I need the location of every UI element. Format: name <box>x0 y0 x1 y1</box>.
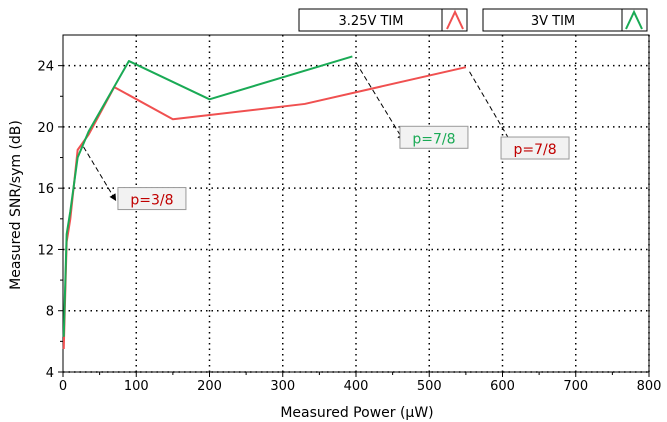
annotation-box <box>117 187 187 211</box>
annotations: p=3/8 p=7/8 p=7/8 <box>83 62 570 211</box>
series-line-3.25v-tim <box>62 66 467 350</box>
x-axis-title: Measured Power (μW) <box>280 405 433 421</box>
y-tick-label: 20 <box>37 121 54 136</box>
annotation-box <box>399 125 469 149</box>
x-tick-label: 700 <box>563 379 588 394</box>
x-tick-label: 0 <box>59 379 67 394</box>
x-tick-label: 800 <box>637 379 662 394</box>
y-tick-label: 16 <box>37 182 54 197</box>
y-tick-label: 24 <box>37 60 54 75</box>
annotation-arrow <box>355 62 405 142</box>
legend-swatch-3v-tim <box>625 9 643 30</box>
y-tick-label: 12 <box>37 243 54 258</box>
axes: 0 100 200 300 400 500 600 700 800 4 8 12 16 20 24 <box>37 34 662 394</box>
x-tick-label: 100 <box>124 379 149 394</box>
legend-entry-3v-tim[interactable]: 3V TIM <box>482 8 648 32</box>
y-tick-label: 4 <box>46 366 54 381</box>
series-line-3v-tim <box>62 55 353 337</box>
series-lines <box>62 55 467 350</box>
legend: 3.25V TIM 3V TIM <box>298 8 648 32</box>
annotation-label: p=7/8 <box>412 131 455 147</box>
x-tick-label: 500 <box>417 379 442 394</box>
y-tick-label: 8 <box>46 305 54 320</box>
x-tick-label: 600 <box>490 379 515 394</box>
x-tick-label: 300 <box>270 379 295 394</box>
x-tick-label: 400 <box>344 379 369 394</box>
annotation-arrow <box>83 146 117 202</box>
y-axis-title: Measured SNR/sym (dB) <box>8 120 24 290</box>
legend-swatch-3.25v-tim <box>446 9 464 30</box>
x-tick-label: 200 <box>197 379 222 394</box>
annotation-label: p=3/8 <box>130 193 173 209</box>
annotation-label: p=7/8 <box>513 142 556 158</box>
annotation-box <box>500 136 570 160</box>
legend-label-3.25v-tim: 3.25V TIM <box>339 14 404 29</box>
legend-entry-3.25v-tim[interactable]: 3.25V TIM <box>298 8 468 32</box>
legend-label-3v-tim: 3V TIM <box>531 14 575 29</box>
